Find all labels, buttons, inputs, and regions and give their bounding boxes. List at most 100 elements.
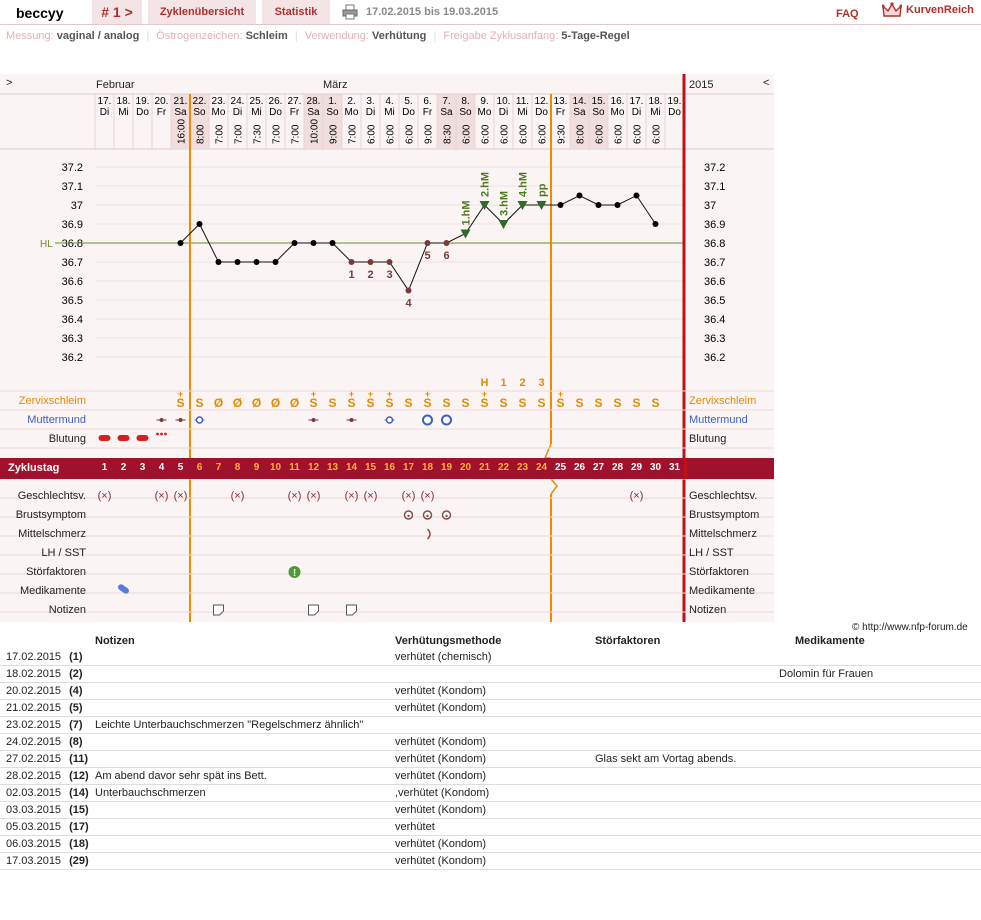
nav-next-button[interactable]: < (763, 77, 770, 89)
note-disturbance (595, 649, 795, 666)
faq-link[interactable]: FAQ (836, 8, 859, 20)
bleeding-icon (136, 435, 149, 441)
day-number: 28. (307, 96, 321, 107)
mucus-icon: S (404, 396, 412, 410)
day-number: 18. (117, 96, 131, 107)
cervix-closed-icon (159, 418, 164, 422)
note-medication (779, 767, 965, 785)
cycle-day-number: 28 (611, 462, 624, 473)
row-label-breast-right: Brustsymptom (689, 509, 760, 521)
temperature-point (253, 259, 260, 265)
cycle-day-number: 10 (269, 462, 282, 473)
mucus-plus-icon: + (425, 389, 430, 399)
col-header-method: Verhütungsmethode (395, 634, 502, 647)
note-method: ,verhütet (Kondom) (395, 784, 595, 802)
high-value-label: 1.hM (461, 200, 473, 225)
cycle-day-number: 31 (668, 462, 681, 473)
day-number: 10. (497, 96, 511, 107)
weekday-label: Di (233, 107, 242, 118)
measure-time: 7:00 (291, 124, 302, 144)
note-disturbance (595, 767, 795, 785)
temperature-point (557, 202, 564, 208)
temp-tick-left: 36.3 (62, 333, 83, 345)
table-row: 17.03.2015 (29) verhütet (Kondom) (0, 852, 981, 870)
breast-symptom-icon (426, 514, 429, 518)
high-value-label: 4.hM (518, 172, 530, 197)
cycle-selector[interactable]: # 1 > (92, 0, 142, 24)
temperature-point (310, 240, 317, 246)
temperature-point-low (386, 259, 393, 265)
note-method (395, 665, 595, 683)
note-method: verhütet (Kondom) (395, 852, 595, 870)
cycle-day-label: Zyklustag (8, 462, 60, 474)
weekday-label: Mi (118, 107, 129, 118)
measure-time: 7:30 (253, 124, 264, 144)
cycle-day-number: 22 (497, 462, 510, 473)
table-row: 06.03.2015 (18) verhütet (Kondom) (0, 835, 981, 853)
cycle-day-number: 4 (158, 462, 165, 473)
temperature-point (595, 202, 602, 208)
note-cycle-day: (7) (69, 719, 83, 731)
temp-tick-left: 36.4 (62, 314, 83, 326)
tab-statistics[interactable]: Statistik (262, 0, 330, 24)
note-method: verhütet (chemisch) (395, 649, 595, 666)
mucus-icon: S (632, 396, 640, 410)
note-medication (779, 835, 965, 853)
note-text (95, 682, 395, 700)
temp-tick-right: 37.1 (704, 181, 725, 193)
mucus-dry-icon: Ø (252, 396, 261, 410)
note-disturbance (595, 665, 795, 683)
mucus-icon: S (442, 396, 450, 410)
measure-time: 8:00 (576, 124, 587, 144)
copyright[interactable]: © http://www.nfp-forum.de (852, 622, 968, 633)
note-text (95, 835, 395, 853)
mucus-plus-icon: + (558, 389, 563, 399)
row-label-midpain-right: Mittelschmerz (689, 528, 757, 540)
intercourse-icon: (×) (155, 490, 169, 502)
note-cycle-day: (14) (69, 787, 89, 799)
print-icon[interactable] (342, 4, 358, 23)
day-number: 1. (328, 96, 336, 107)
nav-prev-button[interactable]: > (6, 77, 13, 89)
tab-cycle-overview[interactable]: Zyklenübersicht (148, 0, 256, 24)
day-number: 7. (442, 96, 450, 107)
day-number: 14. (573, 96, 587, 107)
note-text (95, 665, 395, 683)
cycle-phase-line (543, 443, 552, 459)
weekday-label: Mi (650, 107, 661, 118)
midpain-icon (426, 528, 431, 540)
note-text (95, 699, 395, 717)
note-cycle-day: (5) (69, 702, 83, 714)
measure-time: 6:00 (652, 124, 663, 144)
mucus-icon: S (518, 396, 526, 410)
mucus-peak-marker: 1 (500, 377, 506, 389)
brand-name[interactable]: KurvenReich (906, 4, 974, 16)
note-text: Leichte Unterbauchschmerzen "Regelschmer… (95, 716, 395, 734)
measure-time: 6:00 (386, 124, 397, 144)
weekday-label: Do (269, 107, 282, 118)
note-medication (779, 801, 965, 819)
row-label-medication: Medikamente (19, 585, 86, 597)
crown-logo-icon[interactable] (881, 2, 903, 23)
temp-tick-right: 36.5 (704, 295, 725, 307)
measure-time: 8:30 (443, 124, 454, 144)
note-text (95, 801, 395, 819)
day-number: 17. (630, 96, 644, 107)
note-method: verhütet (Kondom) (395, 835, 595, 853)
meta-key: Messung: (6, 30, 54, 42)
note-method: verhütet (Kondom) (395, 682, 595, 700)
note-method: verhütet (Kondom) (395, 801, 595, 819)
temperature-point (272, 259, 279, 265)
cycle-day-number: 30 (649, 462, 662, 473)
intercourse-icon: (×) (421, 490, 435, 502)
mucus-icon: S (499, 396, 507, 410)
day-number: 15. (592, 96, 606, 107)
weekday-label: So (459, 107, 472, 118)
note-medication (779, 649, 965, 666)
measure-time: 9:00 (329, 124, 340, 144)
cycle-day-number: 19 (440, 462, 453, 473)
note-cycle-day: (1) (69, 651, 83, 663)
intercourse-icon: (×) (98, 490, 112, 502)
temperature-point-low (367, 259, 374, 265)
note-medication (779, 784, 965, 802)
